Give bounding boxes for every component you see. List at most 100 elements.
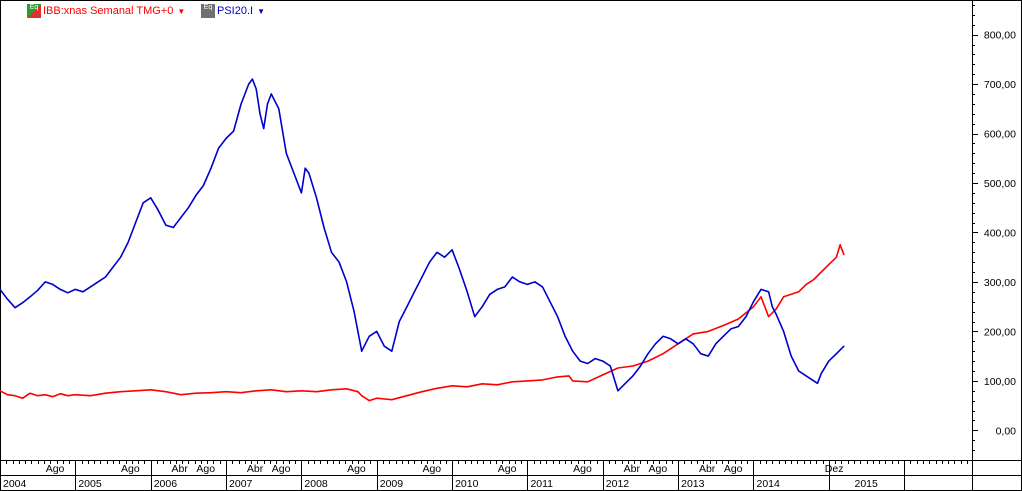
legend-item-psi20[interactable]: Eq PSI20.I ▼ — [201, 3, 265, 19]
point-ibb — [225, 391, 227, 393]
point-psi20 — [685, 338, 687, 340]
point-ibb — [466, 386, 468, 388]
point-ibb — [165, 391, 167, 393]
point-ibb — [813, 278, 815, 281]
point-psi20 — [639, 365, 642, 367]
point-psi20 — [304, 167, 306, 169]
y-tick-label: 300,00 — [984, 277, 1016, 289]
point-psi20 — [406, 306, 408, 308]
point-ibb — [568, 375, 570, 377]
point-ibb — [790, 293, 792, 295]
point-psi20 — [654, 343, 657, 345]
point-psi20 — [816, 382, 819, 384]
point-psi20 — [278, 108, 280, 110]
x-month-label: Dez — [825, 463, 844, 475]
legend-item-ibb[interactable]: Eq IBB:xnas Semanal TMG+0 ▼ — [27, 3, 185, 19]
point-ibb — [406, 395, 408, 397]
y-tick-label: 800,00 — [984, 30, 1016, 42]
x-month-label: Ago — [196, 463, 215, 475]
point-psi20 — [541, 286, 544, 288]
point-psi20 — [157, 209, 159, 211]
point-ibb — [376, 397, 378, 399]
point-ibb — [330, 389, 333, 391]
x-month-label: Abr — [247, 463, 264, 475]
point-psi20 — [338, 261, 340, 263]
point-psi20 — [745, 316, 747, 318]
point-psi20 — [323, 226, 325, 229]
point-ibb — [14, 395, 16, 397]
point-psi20 — [602, 360, 604, 362]
stock-series-icon: Eq — [27, 4, 41, 18]
point-ibb — [572, 380, 574, 382]
point-psi20 — [496, 288, 498, 290]
point-psi20 — [308, 172, 310, 174]
point-ibb — [391, 399, 393, 401]
legend-label: PSI20.I — [217, 5, 254, 17]
point-psi20 — [233, 130, 235, 132]
chevron-down-icon[interactable]: ▼ — [177, 6, 186, 16]
point-psi20 — [557, 316, 559, 318]
point-psi20 — [22, 302, 24, 304]
point-ibb — [511, 381, 513, 383]
point-psi20 — [700, 353, 702, 355]
y-tick-label: 200,00 — [984, 326, 1016, 338]
point-ibb — [255, 390, 257, 392]
point-ibb — [617, 367, 619, 369]
point-ibb — [315, 391, 318, 393]
point-psi20 — [466, 291, 468, 293]
chevron-down-icon[interactable]: ▼ — [257, 6, 265, 16]
x-month-label: Ago — [121, 463, 140, 475]
point-psi20 — [715, 343, 717, 345]
x-year-label: 2007 — [229, 478, 253, 490]
point-psi20 — [526, 283, 529, 285]
point-ibb — [828, 264, 830, 266]
point-ibb — [541, 379, 544, 381]
point-ibb — [29, 392, 31, 394]
point-psi20 — [135, 222, 137, 224]
point-psi20 — [617, 390, 619, 392]
y-tick-label: 400,00 — [984, 227, 1016, 239]
x-year-label: 2006 — [154, 478, 178, 490]
stock-series-icon: Eq — [201, 4, 215, 18]
point-ibb — [59, 393, 61, 395]
point-psi20 — [300, 192, 302, 194]
point-psi20 — [722, 335, 724, 337]
point-ibb — [496, 384, 498, 386]
point-ibb — [300, 390, 302, 392]
point-psi20 — [353, 311, 355, 313]
point-ibb — [6, 394, 9, 396]
point-psi20 — [82, 291, 84, 293]
point-ibb — [843, 254, 845, 256]
point-psi20 — [534, 281, 536, 283]
point-psi20 — [259, 113, 261, 115]
point-ibb — [768, 316, 770, 318]
point-ibb — [22, 397, 24, 399]
point-ibb — [839, 244, 841, 246]
point-psi20 — [489, 293, 491, 295]
point-psi20 — [368, 335, 370, 337]
y-tick-label: 0,00 — [996, 425, 1017, 437]
y-tick-label: 600,00 — [984, 129, 1016, 141]
point-psi20 — [248, 83, 250, 85]
point-psi20 — [0, 288, 1, 290]
point-psi20 — [210, 167, 212, 169]
point-ibb — [37, 395, 39, 397]
point-psi20 — [74, 288, 76, 290]
x-month-label: Ago — [422, 463, 441, 475]
point-psi20 — [89, 286, 91, 288]
point-psi20 — [771, 306, 773, 308]
x-month-label: Ago — [724, 463, 743, 475]
point-ibb — [195, 392, 197, 394]
point-psi20 — [564, 335, 566, 337]
point-psi20 — [29, 296, 31, 298]
point-ibb — [557, 376, 559, 378]
point-psi20 — [451, 249, 453, 251]
point-ibb — [662, 353, 664, 355]
point-ibb — [798, 291, 800, 293]
point-psi20 — [180, 217, 182, 219]
point-ibb — [44, 394, 46, 396]
point-psi20 — [240, 103, 242, 105]
point-psi20 — [187, 207, 189, 209]
point-psi20 — [330, 251, 333, 253]
